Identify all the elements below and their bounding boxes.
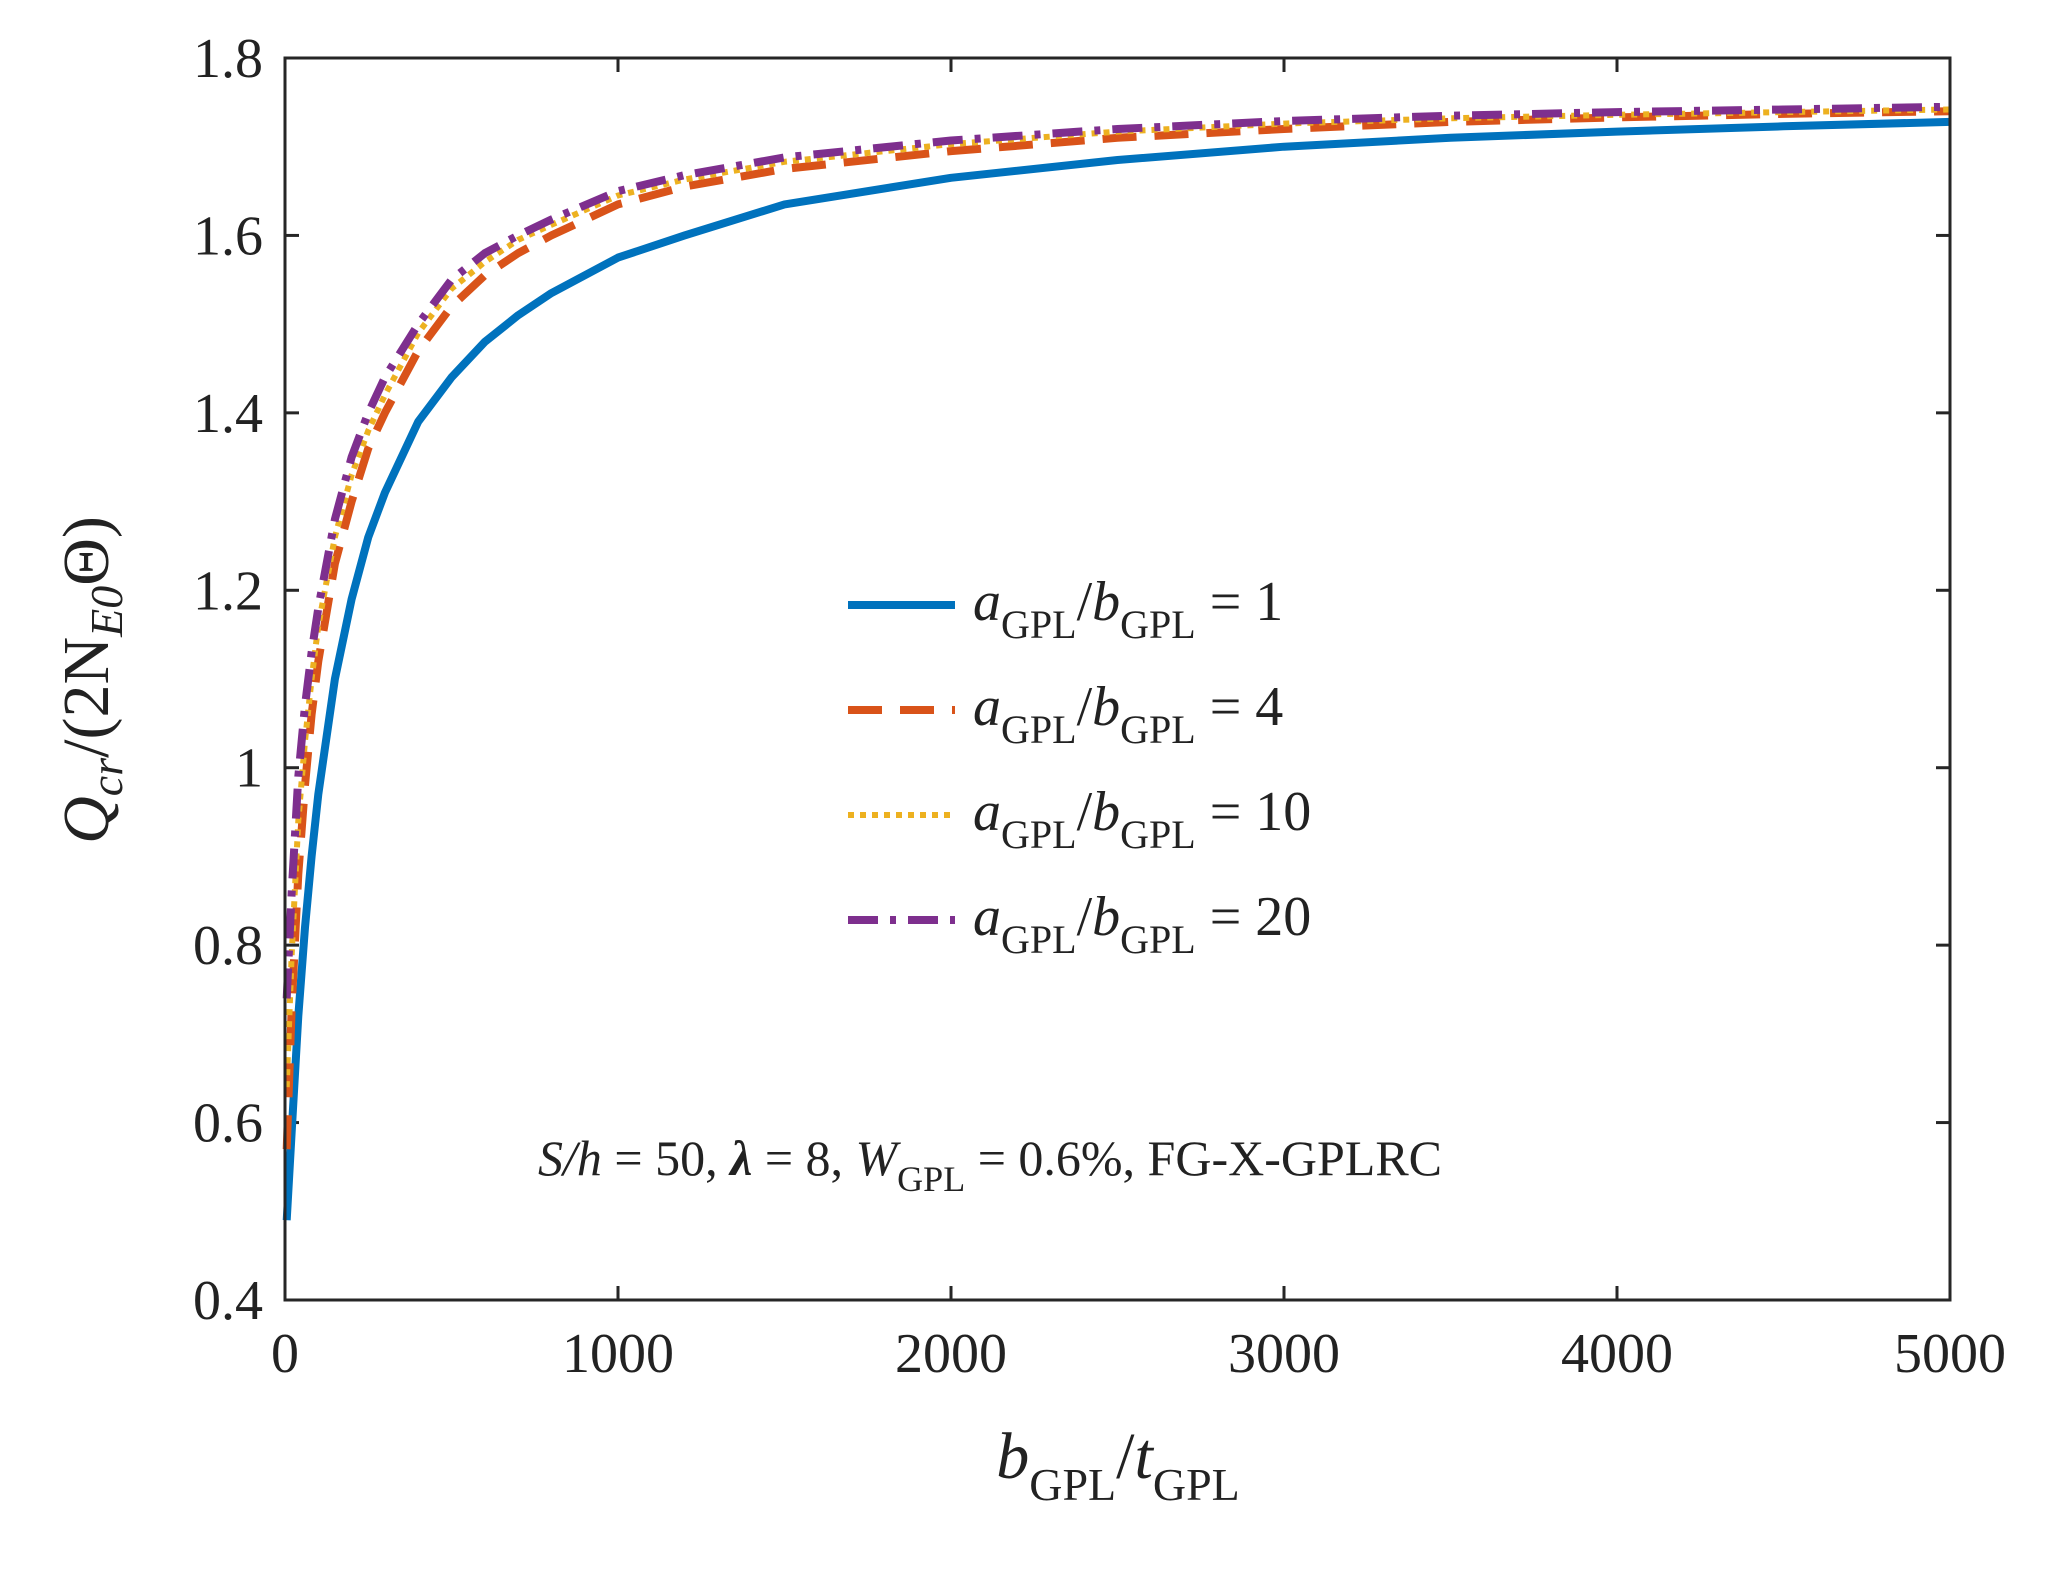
x-tick-label: 5000 [1894,1323,2006,1385]
series-layer [282,102,1951,1221]
x-tick-label: 0 [271,1323,299,1385]
y-tick-label: 1.4 [193,383,263,445]
y-tick-label: 1.8 [193,28,263,90]
x-axis-label: bGPL/tGPL [996,1420,1240,1510]
x-tick-label: 3000 [1228,1323,1340,1385]
legend-label-series-1: aGPL/bGPL = 1 [973,571,1283,647]
x-tick-label: 4000 [1561,1323,1673,1385]
series-line-4 [282,102,1951,999]
y-tick-label: 1.6 [193,205,263,267]
legend-label-series-2: aGPL/bGPL = 4 [973,676,1283,752]
y-tick-label: 1 [235,738,263,800]
x-tick-label: 2000 [895,1323,1007,1385]
legend: aGPL/bGPL = 1 aGPL/bGPL = 4 aGPL/bGPL = … [848,571,1311,962]
y-axis-label: Qcr/(2NE0Θ) [50,516,132,844]
legend-entry-2: aGPL/bGPL = 4 [848,676,1283,752]
legend-label-series-4: aGPL/bGPL = 20 [973,886,1311,962]
x-tick-label: 1000 [562,1323,674,1385]
parameter-annotation: S/h = 50, λ = 8, WGPL = 0.6%, FG-X-GPLRC [538,1130,1442,1199]
series-line-1 [282,117,1951,1221]
y-tick-label: 0.8 [193,915,263,977]
legend-entry-3: aGPL/bGPL = 10 [848,781,1311,857]
legend-entry-4: aGPL/bGPL = 20 [848,886,1311,962]
legend-entry-1: aGPL/bGPL = 1 [848,571,1283,647]
y-tick-label: 0.4 [193,1270,263,1332]
y-tick-label: 1.2 [193,560,263,622]
legend-label-series-3: aGPL/bGPL = 10 [973,781,1311,857]
series-line-2 [282,107,1951,1150]
plot-frame [283,56,1952,1302]
y-tick-label: 0.6 [193,1093,263,1155]
tick-labels-layer: 0 1000 2000 3000 4000 5000 0.4 0.6 0.8 1 1.2 1.4 1.6… [193,28,2006,1385]
